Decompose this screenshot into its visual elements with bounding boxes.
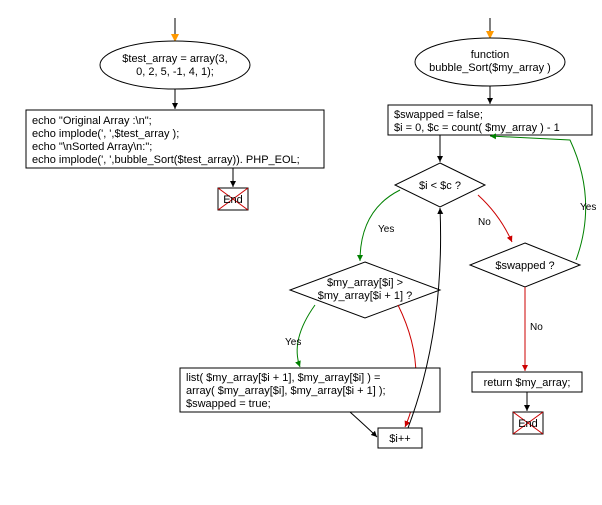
cond-gt-l1: $my_array[$i] > [327,277,403,289]
cond-swapped-label: $swapped ? [495,260,554,272]
flowchart-canvas: $test_array = array(3, 0, 2, 5, -1, 4, 1… [0,0,602,505]
return-label: return $my_array; [484,377,571,389]
label-gt-yes: Yes [285,337,301,348]
right-start-l1: function [471,49,510,61]
left-start-line1: $test_array = array(3, [122,53,227,65]
left-echo-l4: echo implode(', ',bubble_Sort($test_arra… [32,154,300,166]
right-init-l2: $i = 0, $c = count( $my_array ) - 1 [394,122,560,134]
swap-l2: array( $my_array[$i], $my_array[$i + 1] … [186,385,386,397]
right-start-l2: bubble_Sort($my_array ) [429,62,551,74]
left-echo-l2: echo implode(', ',$test_array ); [32,128,179,140]
cond-ic-label: $i < $c ? [419,180,461,192]
left-echo-l3: echo "\nSorted Array\n:"; [32,141,152,153]
edge-swap-inc [350,412,377,437]
right-init-l1: $swapped = false; [394,109,483,121]
cond-gt-l2: $my_array[$i + 1] ? [318,290,412,302]
left-start-node [100,41,250,89]
inc-label: $i++ [389,433,410,445]
label-ic-yes: Yes [378,224,394,235]
left-end-label: End [223,194,243,206]
left-start-line2: 0, 2, 5, -1, 4, 1); [136,66,214,78]
label-ic-no: No [478,217,491,228]
swap-l1: list( $my_array[$i + 1], $my_array[$i] )… [186,372,380,384]
label-swapped-no: No [530,322,543,333]
edge-swapped-yes [490,136,586,260]
left-echo-l1: echo "Original Array :\n"; [32,115,152,127]
edge-gt-yes [297,305,315,367]
right-end-label: End [518,418,538,430]
swap-l3: $swapped = true; [186,398,271,410]
label-swapped-yes: Yes [580,202,596,213]
